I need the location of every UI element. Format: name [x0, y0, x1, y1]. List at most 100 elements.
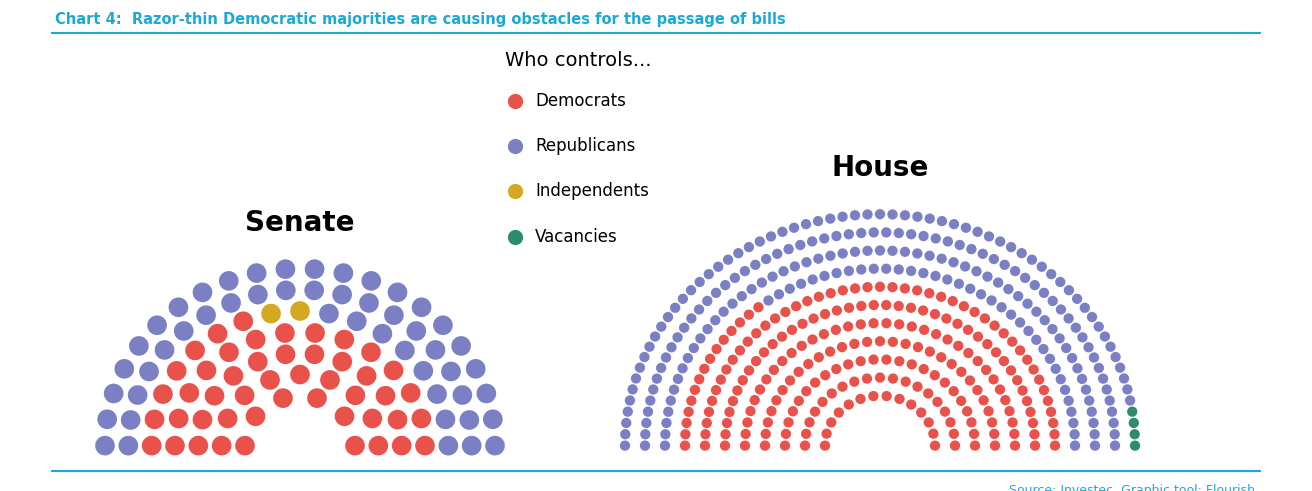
Point — [754, 442, 775, 450]
Point — [739, 366, 760, 374]
Point — [651, 323, 672, 330]
Point — [913, 306, 934, 314]
Point — [1018, 327, 1039, 335]
Point — [989, 238, 1010, 246]
Point — [144, 415, 165, 423]
Point — [383, 366, 404, 374]
Point — [844, 340, 865, 348]
Point — [913, 365, 934, 373]
Point — [219, 348, 240, 356]
Point — [724, 274, 745, 282]
Point — [640, 397, 661, 405]
Point — [247, 358, 268, 366]
Point — [764, 366, 785, 374]
Point — [782, 408, 803, 415]
Point — [803, 315, 824, 323]
Point — [387, 288, 408, 296]
Point — [785, 263, 806, 271]
Point — [732, 376, 753, 384]
Point — [1026, 308, 1047, 316]
Point — [907, 286, 928, 294]
Point — [304, 329, 325, 337]
Point — [870, 337, 891, 345]
Point — [1005, 442, 1026, 450]
Point — [967, 386, 988, 394]
Text: Senate: Senate — [245, 209, 354, 237]
Point — [139, 368, 160, 376]
Point — [695, 431, 716, 438]
Point — [615, 419, 636, 427]
Point — [1025, 442, 1046, 450]
Point — [1023, 431, 1044, 438]
Point — [665, 304, 686, 312]
Point — [976, 366, 997, 374]
Point — [1008, 292, 1029, 300]
Point — [661, 343, 682, 351]
Point — [261, 310, 282, 318]
Point — [845, 248, 866, 256]
Point — [925, 310, 946, 318]
Point — [1093, 375, 1114, 382]
Point — [276, 286, 297, 294]
Point — [1097, 385, 1118, 393]
Point — [845, 211, 866, 219]
Point — [216, 414, 237, 422]
Point — [1051, 305, 1072, 313]
Point — [1002, 338, 1023, 346]
Point — [925, 330, 946, 338]
Point — [1050, 278, 1071, 286]
Point — [766, 250, 787, 258]
Point — [737, 338, 758, 346]
Point — [622, 385, 643, 393]
Point — [383, 311, 404, 319]
Point — [168, 414, 189, 422]
Point — [737, 418, 758, 426]
Point — [1064, 430, 1085, 438]
Point — [1050, 334, 1071, 342]
Point — [248, 291, 269, 299]
Point — [483, 415, 504, 423]
Point — [930, 354, 951, 361]
Point — [192, 288, 213, 296]
Point — [1043, 419, 1064, 427]
Point — [459, 416, 480, 424]
Point — [619, 397, 640, 405]
Point — [1057, 397, 1078, 405]
Point — [220, 299, 241, 307]
Point — [1034, 386, 1055, 394]
Point — [731, 292, 752, 300]
Point — [1050, 375, 1071, 383]
Point — [1117, 385, 1138, 393]
Point — [998, 285, 1019, 293]
Point — [232, 317, 253, 325]
Point — [635, 430, 656, 438]
Point — [1044, 442, 1065, 450]
Point — [476, 389, 497, 397]
Point — [993, 329, 1014, 337]
Point — [741, 285, 762, 293]
Point — [804, 379, 825, 386]
Point — [1075, 304, 1096, 312]
Point — [934, 408, 955, 415]
Point — [850, 266, 871, 273]
Point — [913, 326, 934, 334]
Point — [1088, 323, 1109, 330]
Point — [173, 327, 194, 335]
Point — [932, 217, 953, 225]
Point — [813, 272, 834, 280]
Point — [954, 302, 975, 310]
Point — [129, 342, 150, 350]
Point — [888, 229, 909, 237]
Point — [689, 375, 710, 383]
Point — [188, 442, 209, 450]
Point — [657, 408, 678, 416]
Point — [920, 215, 941, 222]
Point — [756, 255, 777, 263]
Point — [943, 258, 964, 266]
Point — [974, 396, 994, 404]
Point — [838, 230, 859, 238]
Point — [1110, 364, 1131, 372]
Point — [1009, 319, 1030, 327]
Point — [967, 357, 988, 365]
Point — [815, 442, 836, 450]
